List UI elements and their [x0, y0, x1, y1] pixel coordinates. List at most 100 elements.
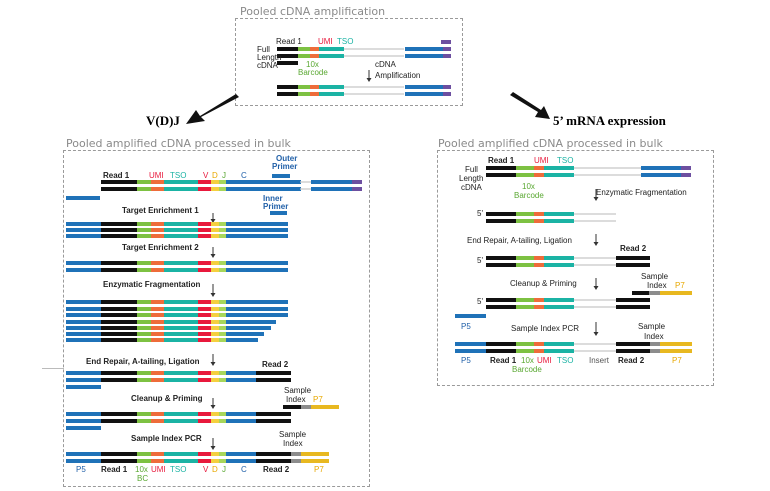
dna-segment-21 — [226, 307, 288, 311]
right-full-length-2: Length — [459, 174, 484, 183]
dna-segment-53 — [650, 342, 660, 346]
right-full-length-3: cDNA — [461, 183, 482, 192]
dna-segment-54 — [516, 349, 534, 353]
left-panel-frame — [63, 150, 370, 487]
left-sample-index-a-1: Sample — [284, 386, 312, 395]
dna-segment-19 — [226, 268, 288, 272]
dna-segment-12 — [311, 180, 352, 184]
dna-segment-27 — [256, 371, 291, 375]
dna-segment-45 — [616, 263, 650, 267]
dna-segment-44 — [486, 263, 516, 267]
arrow-to-vdj — [186, 94, 239, 124]
dna-segment-38 — [544, 173, 574, 177]
dna-segment-13 — [164, 187, 198, 191]
dna-segment-23 — [219, 320, 226, 324]
dna-segment-13 — [151, 187, 164, 191]
left-v-label: V — [203, 171, 209, 180]
step-arrowhead — [593, 332, 599, 336]
dna-segment-35 — [291, 459, 301, 463]
left-sample-index-b-1: Sample — [279, 430, 307, 439]
right-read1-label: Read 1 — [488, 156, 515, 165]
dna-segment-17 — [164, 234, 198, 238]
dna-segment-31 — [219, 412, 226, 416]
dna-segment-19 — [164, 268, 198, 272]
dna-segment-47 — [486, 298, 516, 302]
arrow-to-mrna — [510, 92, 550, 119]
dna-segment-24 — [137, 326, 151, 330]
dna-segment-8 — [443, 85, 451, 89]
dna-segment-4 — [319, 54, 344, 58]
dna-segment-8 — [405, 85, 443, 89]
dna-segment-28 — [164, 378, 198, 382]
dna-segment-4 — [277, 54, 298, 58]
dna-segment-40 — [486, 212, 516, 216]
dna-segment-18 — [211, 261, 219, 265]
dna-segment-11 — [137, 180, 151, 184]
dna-segment-34 — [211, 452, 219, 456]
dna-segment-16 — [198, 228, 211, 232]
dna-segment-34 — [291, 452, 301, 456]
left-d-label: D — [212, 171, 218, 180]
left-step-6: Sample Index PCR — [131, 434, 202, 443]
dna-segment-15 — [219, 222, 226, 226]
right-tso-label: TSO — [557, 156, 574, 165]
dna-segment-26 — [151, 338, 164, 342]
right-bottom-p7: P7 — [672, 356, 682, 365]
dna-segment-55 — [660, 349, 692, 353]
right-step-2: End Repair, A-tailing, Ligation — [467, 236, 572, 245]
dna-segment-38 — [486, 173, 516, 177]
separator-line — [42, 368, 64, 369]
dna-segment-24 — [219, 326, 226, 330]
dna-segment-42 — [516, 256, 534, 260]
dna-segment-26 — [66, 338, 101, 342]
dna-segment-15 — [151, 222, 164, 226]
dna-segment-20 — [137, 300, 151, 304]
dna-segment-17 — [219, 234, 226, 238]
dna-segment-28 — [101, 378, 137, 382]
dna-segment-35 — [137, 459, 151, 463]
dna-segment-13 — [137, 187, 151, 191]
dna-segment-27 — [211, 371, 219, 375]
dna-segment-32 — [198, 419, 211, 423]
dna-segment-32 — [101, 419, 137, 423]
right-sample-index-b-1: Sample — [638, 322, 666, 331]
full-length-cdna-label-3: cDNA — [257, 61, 278, 70]
step-arrowhead — [210, 219, 216, 223]
dna-segment-23 — [66, 320, 101, 324]
dna-segment-18 — [219, 261, 226, 265]
right-sample-index-b-2: Index — [644, 332, 664, 341]
dna-segment-26 — [198, 338, 211, 342]
dna-segment-41 — [516, 219, 534, 223]
dna-segment-21 — [198, 307, 211, 311]
dna-segment-11 — [164, 180, 198, 184]
left-bottom-v: V — [203, 465, 209, 474]
dna-segment-18 — [226, 261, 288, 265]
outer-primer-label-1: Outer — [276, 154, 298, 163]
dna-segment-46 — [649, 291, 660, 295]
dna-segment-25 — [101, 332, 137, 336]
dna-segment-19 — [101, 268, 137, 272]
step-arrowhead — [366, 78, 372, 82]
right-panel-title: Pooled amplified cDNA processed in bulk — [438, 137, 663, 150]
right-sample-index-a-2: Index — [647, 281, 667, 290]
dna-segment-20 — [151, 300, 164, 304]
dna-segment-13 — [226, 187, 301, 191]
dna-segment-32 — [219, 419, 226, 423]
outer-primer — [272, 174, 290, 178]
dna-segment-4 — [298, 54, 310, 58]
dna-segment-19 — [151, 268, 164, 272]
left-tso-label: TSO — [170, 171, 187, 180]
dna-segment-28 — [66, 378, 101, 382]
right-barcode-2: Barcode — [514, 191, 544, 200]
dna-segment-34 — [137, 452, 151, 456]
right-five-prime-3: 5' — [477, 297, 483, 306]
dna-segment-28 — [151, 378, 164, 382]
dna-segment-19 — [66, 268, 101, 272]
dna-segment-25 — [198, 332, 211, 336]
dna-segment-37 — [641, 166, 681, 170]
dna-segment-17 — [151, 234, 164, 238]
step-arrowhead — [210, 293, 216, 297]
dna-segment-23 — [198, 320, 211, 324]
dna-segment-15 — [137, 222, 151, 226]
